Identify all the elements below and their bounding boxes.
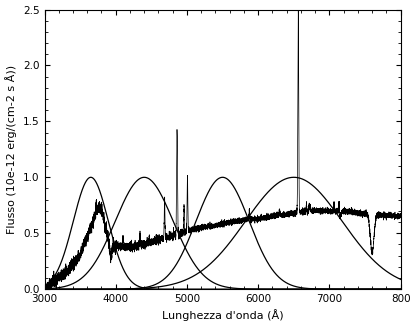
- X-axis label: Lunghezza d'onda (Å): Lunghezza d'onda (Å): [162, 310, 283, 321]
- Y-axis label: Flusso (10e-12 erg/(cm-2 s Å)): Flusso (10e-12 erg/(cm-2 s Å)): [5, 65, 17, 234]
